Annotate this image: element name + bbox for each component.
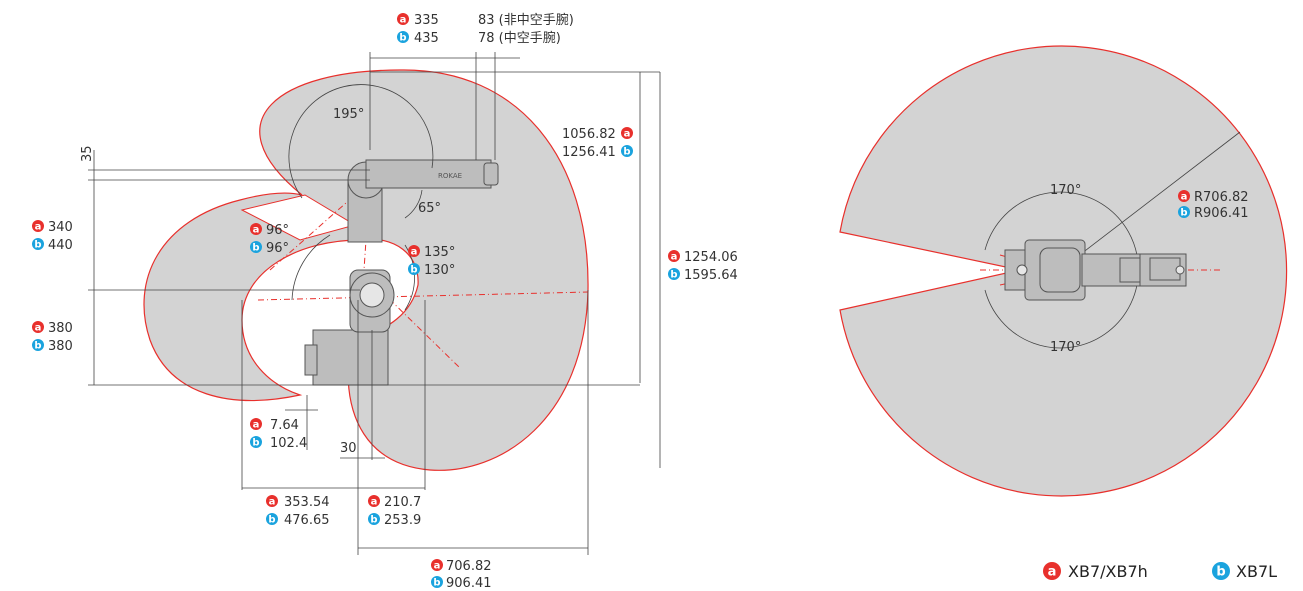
label-top-radius: a R706.82 b R906.41 <box>1178 190 1249 221</box>
svg-text:a: a <box>253 225 260 236</box>
svg-text:a: a <box>1181 192 1188 203</box>
legend-item-b: b XB7L <box>1212 562 1277 581</box>
label-top-offset: a 335 b 435 <box>397 13 439 46</box>
label-angle-195: 195° <box>333 107 364 122</box>
svg-text:96°: 96° <box>266 241 289 256</box>
svg-text:b: b <box>1180 208 1187 219</box>
robot-brand-mark: ROKAE <box>438 172 462 180</box>
svg-text:706.82: 706.82 <box>446 559 492 574</box>
svg-text:102.4: 102.4 <box>270 436 307 451</box>
robot-top-drawing <box>1004 239 1187 301</box>
label-angle-135: a 135° b 130° <box>408 245 455 278</box>
svg-text:a: a <box>434 561 441 572</box>
svg-text:335: 335 <box>414 13 439 28</box>
label-angle-96: a 96° b 96° <box>250 223 289 256</box>
label-top-angle-upper: 170° <box>1050 183 1081 198</box>
robot-top-flange <box>1175 265 1185 275</box>
svg-text:R906.41: R906.41 <box>1194 206 1249 221</box>
svg-text:a: a <box>671 252 678 263</box>
label-wrist-non-hollow: 83 (非中空手腕) <box>478 12 574 28</box>
label-inner-reach: a 353.54 b 476.65 <box>266 495 330 528</box>
svg-text:440: 440 <box>48 238 73 253</box>
svg-text:7.64: 7.64 <box>270 418 299 433</box>
legend-item-a: a XB7/XB7h <box>1043 562 1148 581</box>
svg-text:380: 380 <box>48 321 73 336</box>
svg-text:a: a <box>371 497 378 508</box>
label-total-height: a 1254.06 b 1595.64 <box>668 250 738 283</box>
svg-text:476.65: 476.65 <box>284 513 330 528</box>
legend-label-b: XB7L <box>1236 562 1277 581</box>
svg-text:a: a <box>411 247 418 258</box>
svg-text:a: a <box>35 323 42 334</box>
svg-text:b: b <box>34 341 41 352</box>
svg-text:b: b <box>252 438 259 449</box>
side-view: ROKAE a 335 b <box>32 12 738 591</box>
svg-text:130°: 130° <box>424 263 455 278</box>
svg-text:b: b <box>268 515 275 526</box>
svg-text:340: 340 <box>48 220 73 235</box>
robot-top-joint3 <box>1119 257 1141 283</box>
label-height-upper: a 340 b 440 <box>32 220 73 253</box>
label-dim-30: 30 <box>340 441 357 456</box>
robot-base <box>312 329 389 386</box>
svg-text:a: a <box>253 420 260 431</box>
label-inner-radius: a 210.7 b 253.9 <box>368 495 421 528</box>
robot-top-joint <box>1039 247 1081 293</box>
robot-side-drawing: ROKAE <box>304 159 499 386</box>
legend-badge-a <box>1043 562 1061 580</box>
svg-text:b: b <box>623 147 630 158</box>
svg-text:b: b <box>1216 565 1225 580</box>
label-min-offset: a 7.64 b 102.4 <box>250 418 307 451</box>
legend: a XB7/XB7h b XB7L <box>1043 562 1277 581</box>
svg-text:b: b <box>670 270 677 281</box>
arc-65 <box>404 189 423 219</box>
label-top-angle-lower: 170° <box>1050 340 1081 355</box>
legend-badge-b <box>1212 562 1230 580</box>
label-wrist-hollow: 78 (中空手腕) <box>478 30 561 46</box>
svg-text:a: a <box>35 222 42 233</box>
label-height-lower: a 380 b 380 <box>32 321 73 354</box>
svg-text:a: a <box>624 129 631 140</box>
svg-text:b: b <box>370 515 377 526</box>
svg-text:R706.82: R706.82 <box>1194 190 1249 205</box>
svg-text:1595.64: 1595.64 <box>684 268 738 283</box>
redash-line <box>379 289 461 369</box>
svg-text:435: 435 <box>414 31 439 46</box>
label-dim-35: 35 <box>80 145 95 162</box>
svg-text:1056.82: 1056.82 <box>562 127 616 142</box>
label-angle-65: 65° <box>418 201 441 216</box>
svg-text:a: a <box>1048 565 1057 580</box>
robot-forearm <box>365 159 492 189</box>
robot-top-hole <box>1016 264 1028 276</box>
redash-line <box>257 291 589 301</box>
svg-text:b: b <box>410 265 417 276</box>
robot-top-wrist <box>1149 257 1181 281</box>
svg-text:b: b <box>252 243 259 254</box>
svg-text:353.54: 353.54 <box>284 495 330 510</box>
svg-text:380: 380 <box>48 339 73 354</box>
robot-wrist <box>483 162 499 186</box>
svg-text:135°: 135° <box>424 245 455 260</box>
label-reach-top: 1056.82 a 1256.41 b <box>562 127 633 160</box>
svg-text:96°: 96° <box>266 223 289 238</box>
robot-joint2-center <box>359 282 385 308</box>
svg-text:210.7: 210.7 <box>384 495 421 510</box>
radius-line <box>1059 131 1241 271</box>
svg-text:a: a <box>269 497 276 508</box>
svg-text:1256.41: 1256.41 <box>562 145 616 160</box>
arc-96 <box>291 234 331 301</box>
arc-195 <box>288 84 434 199</box>
svg-text:b: b <box>34 240 41 251</box>
svg-text:b: b <box>399 33 406 44</box>
svg-text:906.41: 906.41 <box>446 576 492 591</box>
robot-base-connector <box>304 344 318 376</box>
svg-text:b: b <box>433 578 440 589</box>
svg-text:1254.06: 1254.06 <box>684 250 738 265</box>
legend-label-a: XB7/XB7h <box>1068 562 1148 581</box>
label-max-reach: a 706.82 b 906.41 <box>431 559 492 591</box>
svg-text:253.9: 253.9 <box>384 513 421 528</box>
svg-text:a: a <box>400 15 407 26</box>
top-view: 170° 170° a R706.82 b R906.41 <box>839 45 1288 497</box>
